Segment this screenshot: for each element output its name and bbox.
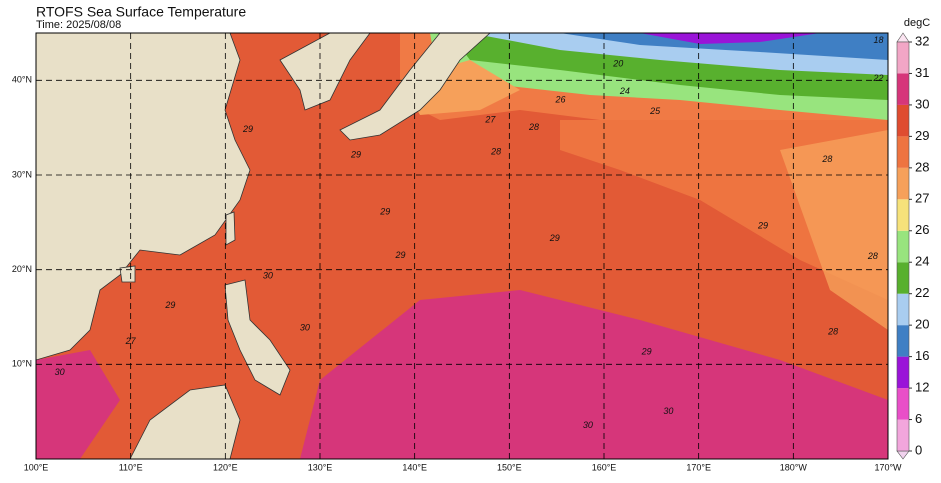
contour-label: 29: [350, 149, 361, 159]
contour-label: 28: [821, 154, 832, 164]
colorbar-tick-label: 12: [915, 380, 929, 395]
contour-label: 18: [874, 35, 884, 45]
sst-27-east: [780, 130, 888, 330]
colorbar-tick-label: 24: [915, 254, 929, 269]
colorbar-tick-label: 32: [915, 33, 929, 48]
contour-label: 29: [242, 124, 253, 134]
land-philippines: [224, 279, 291, 396]
land-taiwan: [225, 211, 236, 246]
contour-label: 29: [164, 300, 175, 310]
colorbar-segment: [897, 325, 909, 357]
colorbar-label: degC: [904, 17, 930, 29]
map-time: Time: 2025/08/08: [36, 19, 121, 31]
lon-tick-label: 140°E: [402, 462, 427, 472]
sst-30-south: [300, 290, 888, 459]
contour-label: 29: [641, 346, 652, 356]
colorbar-segment: [897, 388, 909, 420]
lon-tick-label: 100°E: [24, 462, 49, 472]
map-title: RTOFS Sea Surface Temperature: [36, 4, 246, 20]
lat-tick-label: 30°N: [12, 169, 32, 179]
colorbar-tick-label: 28: [915, 159, 929, 174]
colorbar-tick-label: 30: [915, 96, 929, 111]
lon-tick-label: 170°E: [686, 462, 711, 472]
colorbar-tick-label: 26: [915, 222, 929, 237]
contour-label: 28: [490, 147, 501, 157]
colorbar-over: [896, 32, 910, 43]
land-hainan: [119, 265, 136, 283]
contour-label: 28: [867, 251, 878, 261]
lat-tick-label: 10°N: [12, 359, 32, 369]
colorbar-segment: [897, 356, 909, 389]
lat-tick-label: 40°N: [12, 75, 32, 85]
lon-tick-label: 170°W: [874, 462, 902, 472]
lon-tick-label: 160°E: [592, 462, 617, 472]
contour-label: 29: [379, 206, 390, 216]
contour-label: 27: [484, 114, 496, 124]
lon-tick-label: 110°E: [119, 462, 143, 472]
colorbar-segment: [897, 230, 909, 263]
contour-label: 25: [649, 106, 661, 116]
contour-label: 29: [549, 233, 560, 243]
colorbar-tick-label: 22: [915, 285, 929, 300]
contour-label: 29: [757, 220, 768, 230]
lon-tick-label: 150°E: [497, 462, 522, 472]
map-frame: [35, 32, 889, 460]
colorbar-segment: [897, 199, 909, 231]
colorbar-tick-label: 16: [915, 348, 929, 363]
colorbar-tick-label: 29: [915, 128, 929, 143]
lon-tick-label: 120°E: [213, 462, 238, 472]
sst-16: [560, 33, 888, 60]
contour-label: 30: [663, 406, 673, 416]
map-area: [36, 33, 888, 459]
colorbar-segment: [897, 167, 909, 200]
contour-label: 28: [528, 122, 539, 132]
lat-tick-label: 20°N: [12, 264, 32, 274]
sst-30-west: [36, 350, 120, 459]
contour-label: 30: [583, 420, 593, 430]
colorbar-segment: [897, 262, 909, 294]
colorbar-tick-label: 31: [915, 65, 929, 80]
contour-label: 30: [55, 367, 65, 377]
contour-label: 22: [873, 73, 884, 83]
colorbar-frame: [896, 41, 910, 452]
colorbar-tick-label: 27: [915, 191, 929, 206]
contour-label: 27: [125, 336, 137, 346]
colorbar-segment: [897, 293, 909, 326]
contour-label: 29: [394, 250, 405, 260]
colorbar-segment: [897, 42, 909, 74]
contour-label: 30: [300, 323, 310, 333]
colorbar-tick-label: 6: [915, 411, 922, 426]
contour-label: 28: [827, 327, 838, 337]
colorbar-segment: [897, 73, 909, 105]
sst-12: [640, 33, 820, 44]
colorbar-tick-label: 20: [915, 317, 929, 332]
colorbar-segment: [897, 136, 909, 168]
colorbar-segment: [897, 419, 909, 451]
colorbar-segment: [897, 104, 909, 137]
lon-tick-label: 180°W: [780, 462, 808, 472]
lon-tick-label: 130°E: [308, 462, 333, 472]
land-asia: [36, 33, 251, 361]
colorbar-tick-label: 0: [915, 442, 922, 457]
colorbar-under: [896, 450, 910, 460]
contour-label: 24: [619, 86, 630, 96]
contour-label: 26: [554, 95, 565, 105]
contour-label: 30: [263, 271, 273, 281]
contour-label: 20: [612, 59, 623, 69]
